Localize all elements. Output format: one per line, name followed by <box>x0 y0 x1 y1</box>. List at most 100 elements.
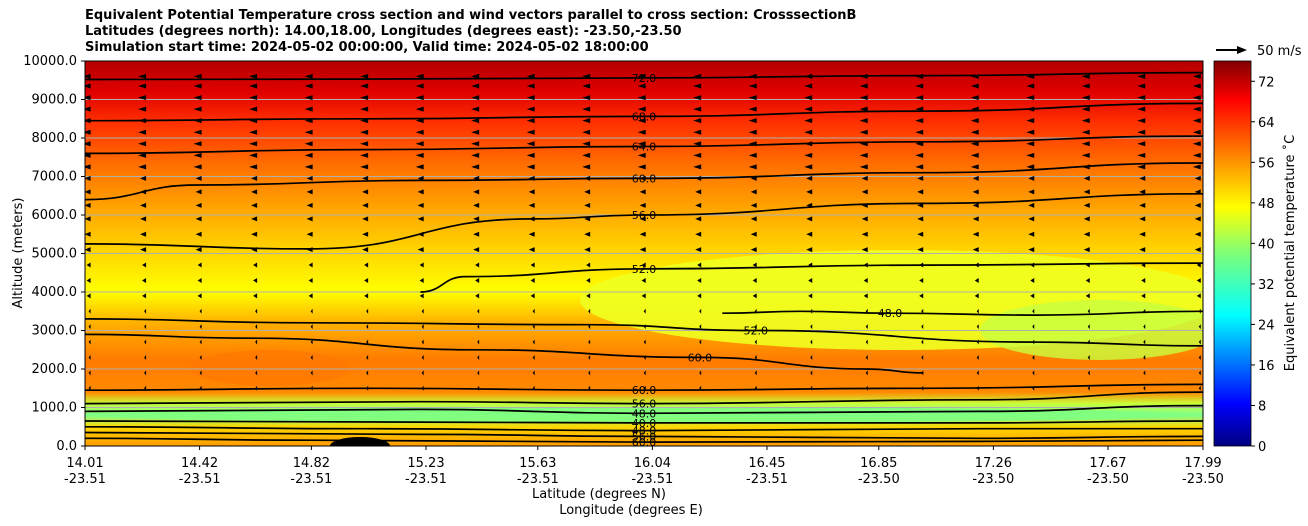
wind-vector-arrow-icon <box>304 95 313 101</box>
wind-vector-arrow-icon <box>471 152 480 158</box>
wind-vector-arrow-icon <box>85 141 91 147</box>
wind-vector-arrow-icon <box>1081 106 1090 112</box>
wind-vector-arrow-icon <box>421 370 424 376</box>
wind-vector-arrow-icon <box>1032 370 1035 376</box>
wind-vector-arrow-icon <box>643 339 646 345</box>
wind-vector-arrow-icon <box>197 277 202 283</box>
wind-vector-arrow-icon <box>695 231 702 237</box>
contour-line <box>85 425 1203 432</box>
wind-vector-arrow-icon <box>637 83 646 89</box>
wind-vector-arrow-icon <box>1198 324 1201 330</box>
wind-vector-arrow-icon <box>804 106 813 112</box>
wind-vector-arrow-icon <box>643 385 646 391</box>
wind-vector-arrow-icon <box>471 95 480 101</box>
wind-vector-arrow-icon <box>138 164 147 170</box>
wind-vector-arrow-icon <box>697 293 702 299</box>
x-tick-label-latitude: 16.85 <box>860 456 897 471</box>
wind-vector-arrow-icon <box>471 83 480 89</box>
wind-vector-arrow-icon <box>1139 216 1146 222</box>
wind-vector-arrow-icon <box>85 73 91 79</box>
wind-vector-arrow-icon <box>582 95 591 101</box>
wind-vector-arrow-icon <box>1028 231 1035 237</box>
wind-vector-arrow-icon <box>1026 95 1035 101</box>
wind-vector-arrow-icon <box>253 277 258 283</box>
wind-vector-arrow-icon <box>360 118 369 124</box>
wind-vector-arrow-icon <box>255 308 258 314</box>
wind-vector-arrow-icon <box>310 354 313 360</box>
wind-vector-arrow-icon <box>304 152 313 158</box>
wind-vector-arrow-icon <box>1032 308 1035 314</box>
wind-vector-arrow-icon <box>639 247 646 253</box>
wind-vector-arrow-icon <box>310 308 313 314</box>
wind-vector-arrow-icon <box>861 189 868 195</box>
wind-vector-arrow-icon <box>1192 118 1201 124</box>
title-line-1: Equivalent Potential Temperature cross s… <box>85 8 857 23</box>
x-tick-label-latitude: 14.42 <box>181 456 218 471</box>
wind-vector-arrow-icon <box>699 385 702 391</box>
wind-vector-arrow-icon <box>417 216 424 222</box>
wind-vector-arrow-icon <box>1137 106 1146 112</box>
wind-vector-arrow-icon <box>1192 129 1201 135</box>
wind-vector-arrow-icon <box>1137 141 1146 147</box>
wind-vector-arrow-icon <box>138 83 147 89</box>
wind-vector-arrow-icon <box>473 202 480 208</box>
wind-vector-arrow-icon <box>804 83 813 89</box>
wind-vector-arrow-icon <box>473 175 480 181</box>
wind-vector-arrow-icon <box>193 129 202 135</box>
wind-vector-arrow-icon <box>697 277 702 283</box>
wind-vector-arrow-icon <box>306 189 313 195</box>
wind-vector-arrow-icon <box>419 277 424 283</box>
wind-vector-arrow-icon <box>861 175 868 181</box>
wind-vector-arrow-icon <box>637 95 646 101</box>
y-axis: 0.0 1000.0 2000.0 3000.0 4000.0 5000.0 6000.0 7… <box>23 54 85 454</box>
wind-vector-arrow-icon <box>193 73 202 79</box>
wind-vector-arrow-icon <box>249 95 258 101</box>
wind-vector-arrow-icon <box>1081 164 1090 170</box>
wind-vector-arrow-icon <box>1028 216 1035 222</box>
wind-vector-arrow-icon <box>366 354 369 360</box>
y-tick-label: 5000.0 <box>32 247 78 262</box>
x-tick-label-latitude: 15.23 <box>407 456 444 471</box>
wind-vector-arrow-icon <box>915 83 924 89</box>
colorbar-tick-label: 56 <box>1258 156 1275 171</box>
wind-vector-arrow-icon <box>530 293 535 299</box>
contour-line <box>85 420 1203 424</box>
contour-line <box>85 162 1203 201</box>
x-tick-label-longitude: -23.51 <box>517 472 559 487</box>
wind-vector-arrow-icon <box>974 293 979 299</box>
wind-vector-arrow-icon <box>85 189 91 195</box>
wind-vector-arrow-icon <box>249 129 258 135</box>
wind-vector-arrow-icon <box>808 262 813 268</box>
terrain-peak <box>330 437 390 446</box>
wind-vector-arrow-icon <box>415 95 424 101</box>
wind-vector-arrow-icon <box>1137 73 1146 79</box>
wind-vector-arrow-icon <box>584 189 591 195</box>
wind-vector-arrow-icon <box>695 216 702 222</box>
wind-vector-arrow-icon <box>528 202 535 208</box>
wind-vector-arrow-icon <box>193 106 202 112</box>
wind-vector-arrow-icon <box>639 175 646 181</box>
wind-vector-arrow-icon <box>85 118 91 124</box>
wind-vector-arrow-icon <box>195 175 202 181</box>
wind-vector-arrow-icon <box>417 247 424 253</box>
wind-vector-arrow-icon <box>754 324 757 330</box>
wind-vector-arrow-icon <box>308 293 313 299</box>
wind-vector-arrow-icon <box>88 385 91 391</box>
wind-vector-arrow-icon <box>417 231 424 237</box>
contour-label: 52.0 <box>632 263 657 276</box>
wind-vector-arrow-icon <box>417 202 424 208</box>
wind-vector-arrow-icon <box>970 83 979 89</box>
wind-vector-arrow-icon <box>639 189 646 195</box>
wind-vector-arrow-icon <box>1198 354 1201 360</box>
wind-vector-arrow-icon <box>195 202 202 208</box>
wind-vector-arrow-icon <box>417 175 424 181</box>
wind-vector-arrow-icon <box>1196 262 1201 268</box>
contour-label: 60.0 <box>632 436 657 449</box>
wind-vector-arrow-icon <box>748 83 757 89</box>
contour-line <box>85 437 1203 443</box>
wind-vector-arrow-icon <box>1192 164 1201 170</box>
wind-vector-arrow-icon <box>415 164 424 170</box>
wind-vector-arrow-icon <box>976 324 979 330</box>
wind-vector-arrow-icon <box>1143 385 1146 391</box>
wind-vector-arrow-icon <box>584 216 591 222</box>
